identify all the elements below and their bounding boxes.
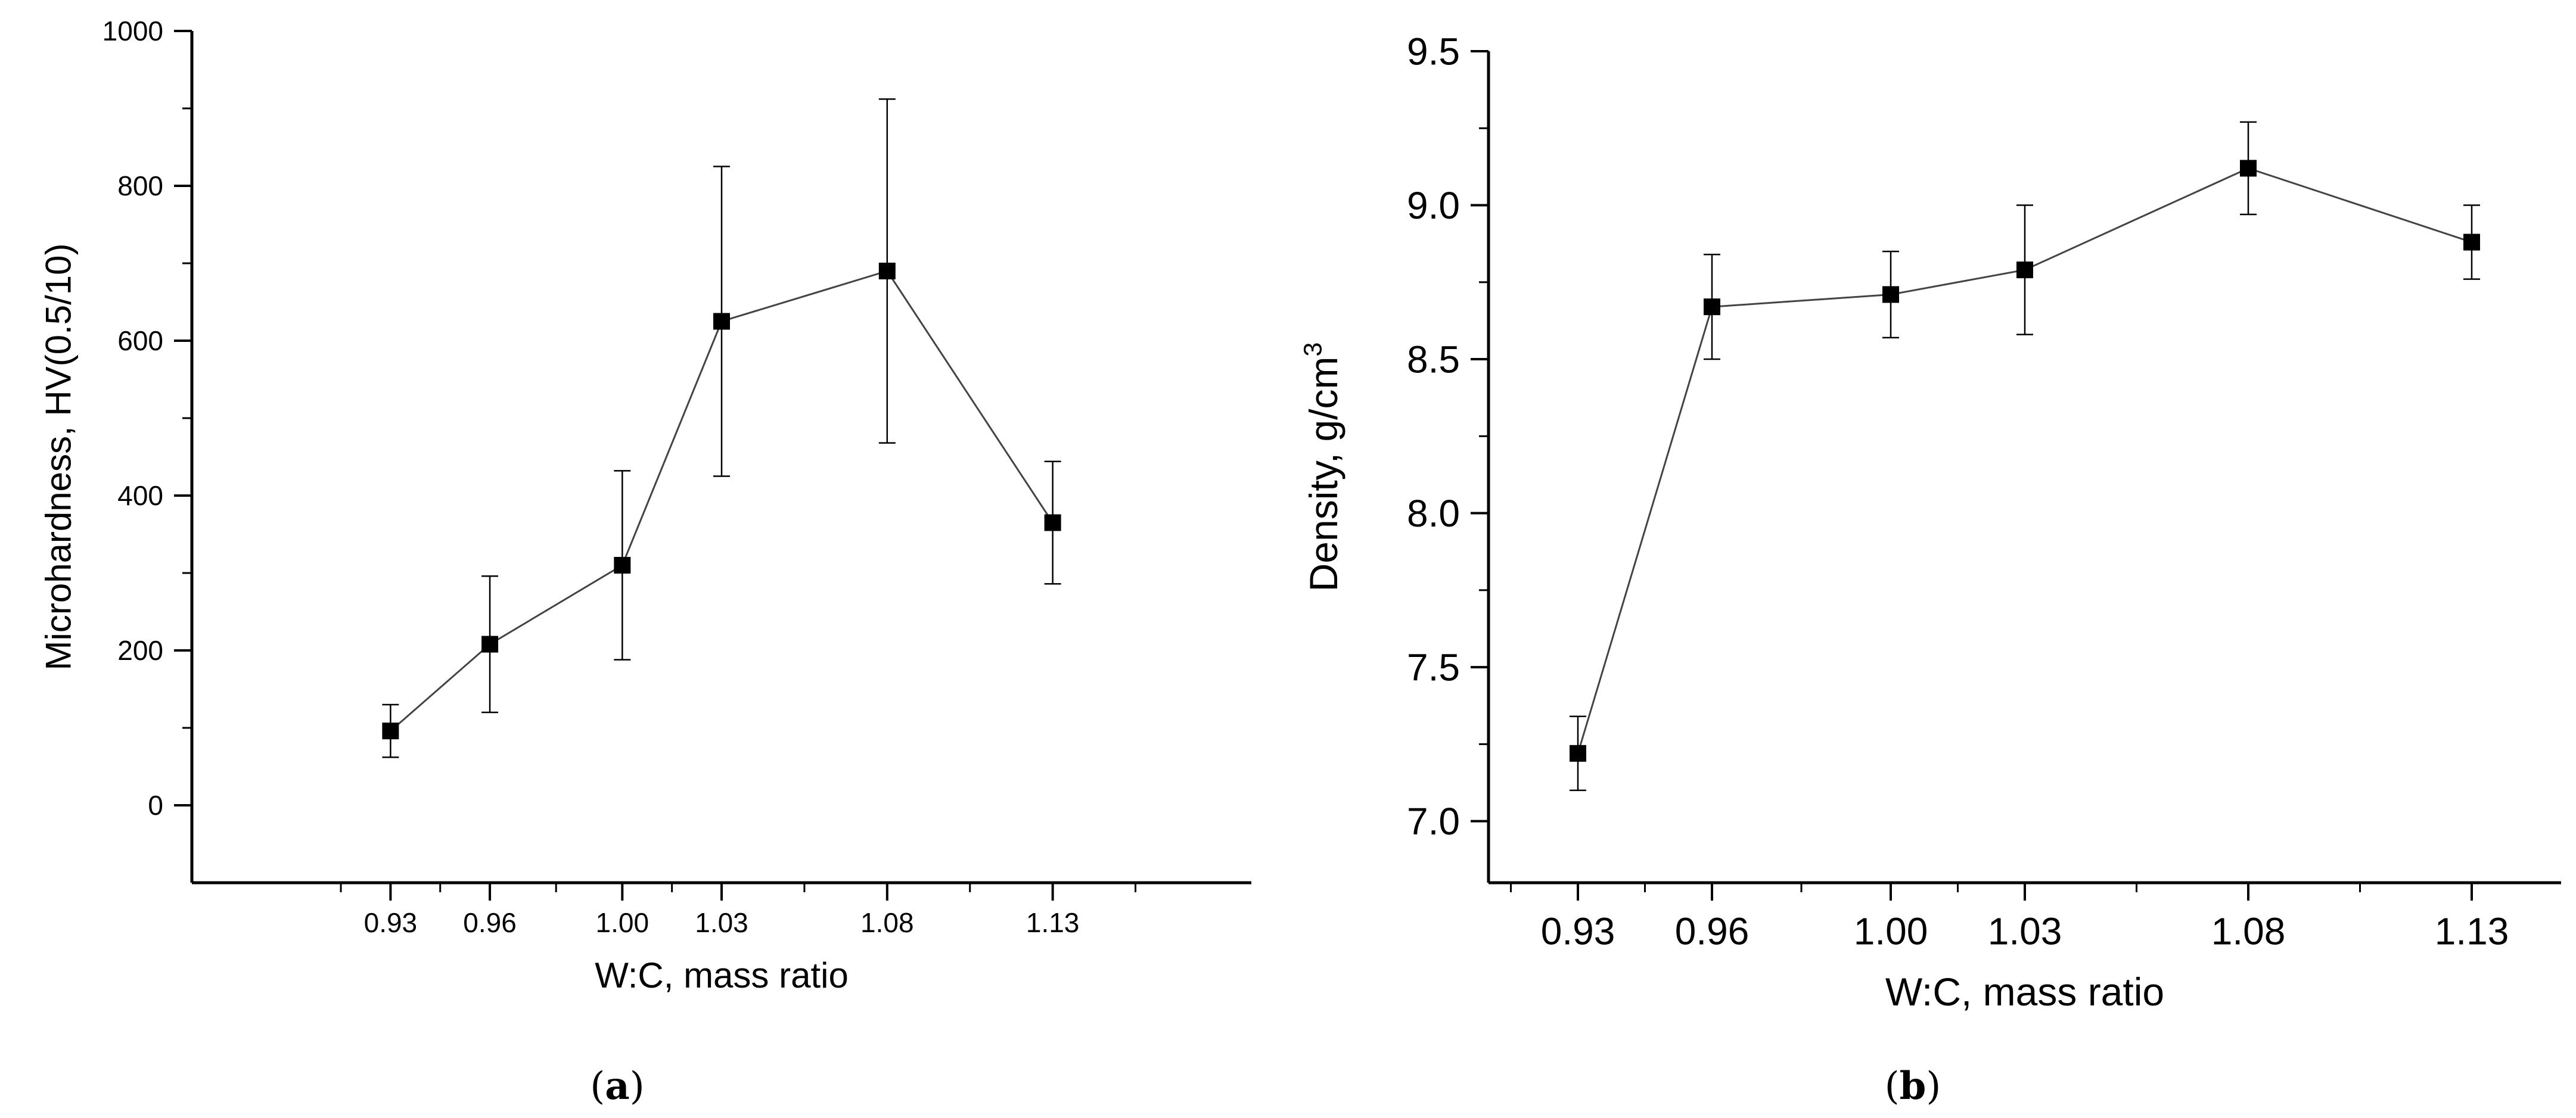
pb-x-tick-label: 1.00 xyxy=(1854,910,1928,953)
pb-caption-part-2: ) xyxy=(1926,1064,1941,1108)
panel-b-density: 7.0 7.5 8.0 8.5 9.0 9.5 0.93 0.96 1.00 1.03 1.08 1.… xyxy=(1299,30,2561,1108)
pb-y-axis-label-superscript: 3 xyxy=(1299,342,1328,357)
pb-y-tick-label: 9.0 xyxy=(1407,184,1460,227)
pa-y-tick-label: 600 xyxy=(117,325,163,356)
pa-y-tick-label: 200 xyxy=(117,635,163,666)
pa-data-point xyxy=(713,313,730,330)
pa-x-tick-label: 1.03 xyxy=(695,907,748,938)
pa-x-tick-label: 1.00 xyxy=(596,907,650,938)
pb-x-tick-label: 1.03 xyxy=(1988,910,2062,953)
panel-a-microhardness: 0 200 400 600 800 1000 0.93 0.96 1.00 1.03 1.08 1.1… xyxy=(38,15,1251,1108)
pa-y-axis-label: Microhardness, HV(0.5/10) xyxy=(38,244,78,671)
pa-data-point xyxy=(1044,514,1061,531)
pa-caption-part-2: ) xyxy=(630,1064,645,1108)
pb-data-point xyxy=(2016,261,2033,279)
pa-data-point xyxy=(481,636,499,653)
pb-x-tick-label: 1.08 xyxy=(2211,910,2286,953)
pb-y-tick-label: 8.0 xyxy=(1407,492,1460,535)
pa-x-tick-label: 1.13 xyxy=(1026,907,1080,938)
pa-y-tick-label: 0 xyxy=(148,790,163,821)
pb-x-axis-label: W:C, mass ratio xyxy=(1885,970,2164,1014)
pb-panel-caption: (b) xyxy=(1885,1064,1941,1108)
pb-x-tick-label: 0.96 xyxy=(1675,910,1750,953)
pb-y-tick-label: 9.5 xyxy=(1407,30,1460,73)
pb-y-axis-label: Density, g/cm3 xyxy=(1299,342,1346,592)
pb-data-point xyxy=(2240,160,2257,177)
pa-y-tick-label: 1000 xyxy=(102,15,163,46)
pa-caption-part-1: a xyxy=(605,1064,629,1108)
pa-x-axis-label: W:C, mass ratio xyxy=(595,955,849,995)
pa-y-tick-label: 400 xyxy=(117,480,163,511)
pb-x-tick-label: 0.93 xyxy=(1541,910,1615,953)
pa-panel-caption: (a) xyxy=(590,1064,644,1108)
pa-y-tick-label: 800 xyxy=(117,170,163,201)
pb-y-tick-label: 7.5 xyxy=(1407,646,1460,689)
pb-y-tick-label: 7.0 xyxy=(1407,800,1460,843)
pa-x-tick-label: 0.93 xyxy=(364,907,418,938)
pb-data-point xyxy=(1570,745,1586,762)
pb-series-line xyxy=(1577,167,2472,754)
pa-x-tick-label: 0.96 xyxy=(463,907,517,938)
pb-x-tick-label: 1.13 xyxy=(2435,910,2509,953)
pb-caption-part-0: ( xyxy=(1885,1064,1900,1108)
pa-data-point xyxy=(614,557,631,574)
pa-series-line xyxy=(390,270,1054,732)
pb-data-point xyxy=(1882,286,1899,303)
pb-caption-part-1: b xyxy=(1900,1064,1926,1108)
pa-x-tick-label: 1.08 xyxy=(860,907,914,938)
pb-y-tick-label: 8.5 xyxy=(1407,338,1460,381)
pb-data-point xyxy=(1704,298,1720,316)
pa-caption-part-0: ( xyxy=(590,1064,605,1108)
pb-data-point xyxy=(2463,233,2480,251)
pa-data-point xyxy=(382,723,399,740)
pa-data-point xyxy=(878,263,896,279)
